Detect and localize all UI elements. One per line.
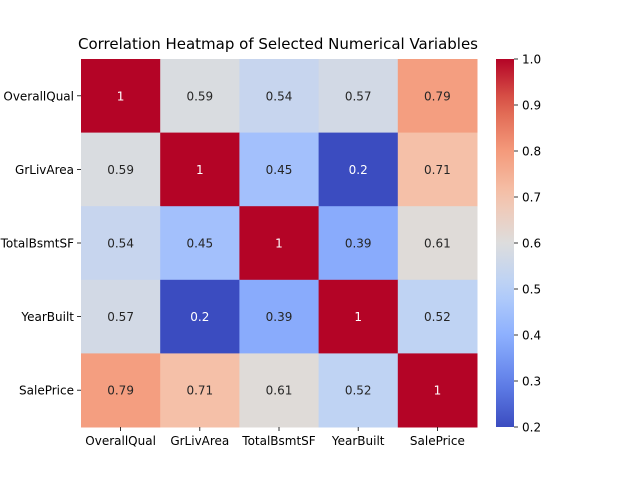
colorbar: 0.2 0.3 0.4 0.5 0.6 0.7 0.8 0.9 1.0 [496,53,541,435]
cell-value-label: 0.54 [266,89,293,103]
colorbar-tick-label: 0.6 [522,237,541,251]
cell-value-label: 0.39 [345,237,372,251]
heatmap-cell [81,279,161,354]
colorbar-tick-label: 0.5 [522,283,541,297]
colorbar-tick-label: 0.8 [522,145,541,159]
colorbar-tick-label: 0.3 [522,375,541,389]
heatmap-cell [239,206,320,281]
cell-value-label: 0.45 [186,237,213,251]
cell-value-label: 0.71 [186,384,213,398]
cell-value-label: 0.57 [345,89,372,103]
colorbar-gradient [496,59,514,427]
y-tick-label: YearBuilt [20,310,74,324]
cell-value-label: 0.2 [190,310,209,324]
cell-value-label: 0.79 [424,89,451,103]
cell-value-label: 0.57 [107,310,134,324]
cell-value-label: 1 [196,163,204,177]
heatmap-cell [160,132,240,207]
cell-value-label: 0.79 [107,384,134,398]
heatmap-cell [81,353,161,428]
y-tick-label: OverallQual [3,89,74,103]
x-tick-label: GrLivArea [170,434,229,448]
heatmap-cell [160,279,240,354]
heatmap-cell [239,279,320,354]
cell-value-label: 0.52 [345,384,372,398]
x-tick-label: SalePrice [410,434,465,448]
heatmap-cell [318,132,399,207]
heatmap-cell [318,279,399,354]
heatmap-cell [318,206,399,281]
colorbar-tick-label: 1.0 [522,53,541,67]
heatmap-cell [318,353,399,428]
cell-value-label: 0.52 [424,310,451,324]
x-tick-label: OverallQual [85,434,156,448]
colorbar-tick-label: 0.9 [522,99,541,113]
cell-value-label: 0.61 [266,384,293,398]
heatmap-cell [397,206,478,281]
x-axis: OverallQual GrLivArea TotalBsmtSF YearBuilt… [85,427,465,448]
heatmap-cell [160,206,240,281]
heatmap-cell [397,279,478,354]
cell-value-label: 0.59 [107,163,134,177]
cell-value-label: 0.59 [186,89,213,103]
cell-value-label: 0.45 [266,163,293,177]
heatmap-cell [397,353,478,428]
heatmap-cell [239,132,320,207]
y-tick-label: SalePrice [19,384,74,398]
cell-value-label: 0.54 [107,237,134,251]
y-tick-label: GrLivArea [15,163,74,177]
cell-value-label: 0.71 [424,163,451,177]
cell-value-label: 0.2 [349,163,368,177]
y-tick-label: TotalBsmtSF [0,237,74,251]
heatmap-cell [81,206,161,281]
heatmap-cell [81,59,161,134]
heatmap-cell [81,132,161,207]
cell-value-label: 0.61 [424,237,451,251]
cell-value-label: 0.39 [266,310,293,324]
colorbar-tick-label: 0.2 [522,421,541,435]
heatmap-cell [397,59,478,134]
colorbar-tick-label: 0.7 [522,191,541,205]
chart-title: Correlation Heatmap of Selected Numerica… [78,35,478,53]
heatmap-cell [397,132,478,207]
heatmap-cell [318,59,399,134]
x-tick-label: TotalBsmtSF [241,434,316,448]
cell-value-label: 1 [117,89,125,103]
cell-value-label: 1 [434,384,442,398]
colorbar-tick-label: 0.4 [522,329,541,343]
x-tick-label: YearBuilt [331,434,385,448]
heatmap-cell [239,353,320,428]
heatmap-cells: 1 0.59 0.54 0.57 0.79 0.59 1 0.45 0.2 0.71 0.54 0.4… [81,59,478,428]
cell-value-label: 1 [275,237,283,251]
heatmap-cell [160,353,240,428]
y-axis: OverallQual GrLivArea TotalBsmtSF YearBuilt… [0,89,81,398]
heatmap-cell [160,59,240,134]
cell-value-label: 1 [354,310,362,324]
heatmap-cell [239,59,320,134]
